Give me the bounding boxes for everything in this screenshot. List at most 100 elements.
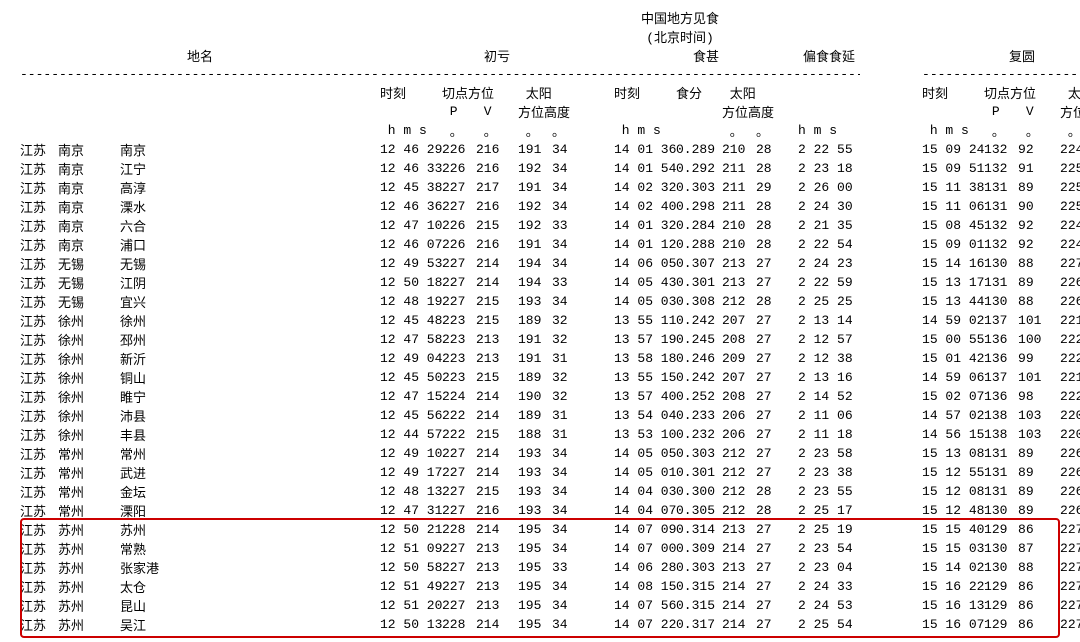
cell: 0.300 xyxy=(676,482,722,501)
cell: 34 xyxy=(552,444,614,463)
cell: 27 xyxy=(756,425,798,444)
table-row: 江苏南京浦口12 46 072262161913414 01 120.28821… xyxy=(20,235,1080,254)
cell xyxy=(860,368,922,387)
cell: 130 xyxy=(984,539,1018,558)
cell: 227 xyxy=(442,463,476,482)
table-row: 江苏南京高淳12 45 382272171913414 02 320.30321… xyxy=(20,178,1080,197)
cell: 铜山 xyxy=(120,368,380,387)
cell: 2 23 38 xyxy=(798,463,860,482)
cell: 2 23 18 xyxy=(798,159,860,178)
cell: 32 xyxy=(552,368,614,387)
cell: 223 xyxy=(442,311,476,330)
cell: 14 05 05 xyxy=(614,444,676,463)
cell: 216 xyxy=(476,501,518,520)
cell: 12 46 29 xyxy=(380,140,442,159)
cell: 27 xyxy=(756,577,798,596)
cell: 15 16 22 xyxy=(922,577,984,596)
cell: 221 xyxy=(1060,311,1080,330)
cell: 14 57 02 xyxy=(922,406,984,425)
cell: 12 50 21 xyxy=(380,520,442,539)
cell: 2 11 18 xyxy=(798,425,860,444)
cell: 南京 xyxy=(120,140,380,159)
cell: 睢宁 xyxy=(120,387,380,406)
cell: 苏州 xyxy=(58,520,120,539)
cell: 2 13 14 xyxy=(798,311,860,330)
cell xyxy=(860,387,922,406)
cell: 195 xyxy=(518,577,552,596)
cell: 195 xyxy=(518,596,552,615)
cell: 228 xyxy=(442,615,476,634)
cell: 214 xyxy=(476,273,518,292)
cell: 江苏 xyxy=(20,520,58,539)
cell: 189 xyxy=(518,406,552,425)
cell: 张家港 xyxy=(120,558,380,577)
cell: 2 23 54 xyxy=(798,539,860,558)
cell: 227 xyxy=(1060,539,1080,558)
cell: 无锡 xyxy=(58,254,120,273)
cell: 15 11 06 xyxy=(922,197,984,216)
cell: 101 xyxy=(1018,368,1060,387)
cell: 12 47 31 xyxy=(380,501,442,520)
cell: 0.303 xyxy=(676,444,722,463)
cell: 0.242 xyxy=(676,368,722,387)
cell: 无锡 xyxy=(58,273,120,292)
cell: 12 46 36 xyxy=(380,197,442,216)
cell: 13 57 19 xyxy=(614,330,676,349)
cell: 2 25 25 xyxy=(798,292,860,311)
cell: 220 xyxy=(1060,425,1080,444)
cell: 14 08 15 xyxy=(614,577,676,596)
cell: 227 xyxy=(442,197,476,216)
cell: 武进 xyxy=(120,463,380,482)
cell: 南京 xyxy=(58,235,120,254)
cell: 130 xyxy=(984,254,1018,273)
cell: 210 xyxy=(722,140,756,159)
cell: 14 07 56 xyxy=(614,596,676,615)
cell: 12 51 20 xyxy=(380,596,442,615)
cell: 213 xyxy=(722,254,756,273)
cell: 214 xyxy=(722,539,756,558)
cell: 226 xyxy=(1060,501,1080,520)
cell: 28 xyxy=(756,235,798,254)
cell: 12 47 58 xyxy=(380,330,442,349)
cell: 15 11 38 xyxy=(922,178,984,197)
cell: 207 xyxy=(722,368,756,387)
cell: 27 xyxy=(756,406,798,425)
cell: 89 xyxy=(1018,444,1060,463)
cell: 南京 xyxy=(58,216,120,235)
cell: 28 xyxy=(756,197,798,216)
cell: 太仓 xyxy=(120,577,380,596)
cell: 12 49 17 xyxy=(380,463,442,482)
cell: 34 xyxy=(552,235,614,254)
cell: 137 xyxy=(984,368,1018,387)
cell: 15 13 44 xyxy=(922,292,984,311)
table-row: 江苏徐州徐州12 45 482232151893213 55 110.24220… xyxy=(20,311,1080,330)
title-line2: (北京时间) xyxy=(300,27,1060,46)
cell: 193 xyxy=(518,463,552,482)
cell: 江苏 xyxy=(20,273,58,292)
cell xyxy=(860,501,922,520)
cell: 14 56 15 xyxy=(922,425,984,444)
cell: 苏州 xyxy=(58,577,120,596)
cell: 131 xyxy=(984,463,1018,482)
cell: 0.303 xyxy=(676,558,722,577)
cell: 14 05 43 xyxy=(614,273,676,292)
cell: 15 16 07 xyxy=(922,615,984,634)
cell: 226 xyxy=(442,140,476,159)
cell: 223 xyxy=(442,349,476,368)
table-row: 江苏徐州沛县12 45 562222141893113 54 040.23320… xyxy=(20,406,1080,425)
cell: 195 xyxy=(518,539,552,558)
cell: 131 xyxy=(984,178,1018,197)
cell: 129 xyxy=(984,615,1018,634)
cell: 12 44 57 xyxy=(380,425,442,444)
cell xyxy=(860,311,922,330)
cell: 31 xyxy=(552,349,614,368)
cell: 193 xyxy=(518,501,552,520)
cell: 12 50 13 xyxy=(380,615,442,634)
cell: 192 xyxy=(518,197,552,216)
cell: 129 xyxy=(984,596,1018,615)
cell: 208 xyxy=(722,330,756,349)
cell: 江阴 xyxy=(120,273,380,292)
cell: 32 xyxy=(552,387,614,406)
cell: 214 xyxy=(476,406,518,425)
cell: 江苏 xyxy=(20,425,58,444)
